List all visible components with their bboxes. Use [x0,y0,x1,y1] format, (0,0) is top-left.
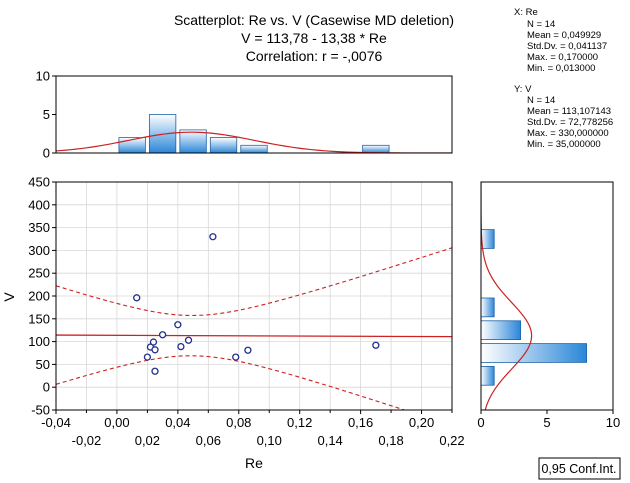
top-hist-frame [55,75,453,154]
x-tick-label-lower: 0,02 [135,433,160,448]
data-point [143,353,152,361]
y-tick-label: 0 [43,380,50,395]
stats-y-line: N = 14 [527,95,555,106]
x-tick-label-lower: 0,22 [439,433,464,448]
stats-y-line: Min. = 35,000000 [527,139,601,150]
data-point [177,342,185,351]
x-tick-label-upper: 0,12 [287,415,312,430]
x-tick-label-upper: -0,04 [41,415,71,430]
data-point [151,367,159,375]
data-point [372,341,380,349]
x-tick-label-upper: 0,04 [165,415,190,430]
stats-x-header: X: Re [514,7,538,18]
conf-int-legend-label: 0,95 Conf.Int. [541,462,616,476]
top-hist-bar [240,144,268,154]
top-hist-bar [209,137,238,154]
right-hist-bar [480,320,521,340]
stats-x-line: Max. = 0,170000 [527,52,598,63]
top-y-tick-label: 0 [43,146,50,161]
y-axis-label: V [1,292,17,302]
data-point [174,321,182,329]
stats-y: Y: V N = 14 Mean = 113,107143 Std.Dv. = … [514,84,613,150]
data-point [209,233,217,241]
right-hist-frame [480,181,614,411]
y-tick-label: 400 [28,197,50,212]
stats-y-line: Mean = 113,107143 [527,106,611,117]
y-tick-label: 300 [28,243,50,258]
regression-equation: V = 113,78 - 13,38 * Re [241,30,387,46]
data-point [158,331,167,339]
stats-x-line: Mean = 0,049929 [527,30,601,41]
data-point [232,353,240,361]
stats-x-line: N = 14 [527,19,555,30]
y-tick-label: -50 [31,403,50,418]
y-tick-label: 250 [28,266,50,281]
x-tick-label-upper: 0,20 [409,415,434,430]
y-tick-label: 50 [36,357,50,372]
conf-band-lower [56,355,407,410]
y-tick-label: 150 [28,311,50,326]
y-tick-label: 350 [28,220,50,235]
conf-band-upper [56,247,452,317]
conf-int-legend-box [538,457,621,480]
x-tick-label-upper: 0,08 [226,415,251,430]
top-hist-bar [179,129,207,154]
stats-x-line: Min. = 0,013000 [527,63,595,74]
fit-layer [56,247,452,410]
x-tick-label-lower: 0,10 [257,433,282,448]
x-tick-label-lower: 0,14 [317,433,342,448]
data-point [184,336,193,344]
right-x-tick-label: 0 [477,415,484,430]
right-x-tick-label: 5 [543,415,550,430]
x-tick-label-upper: 0,16 [348,415,373,430]
x-tick-label-lower: 0,06 [196,433,221,448]
y-tick-label: 200 [28,289,50,304]
right-histogram: 0 5 10 [477,181,620,430]
regression-line [56,334,452,338]
data-point [133,294,141,302]
y-tick-label: 100 [28,334,50,349]
stats-y-line: Std.Dv. = 72,778256 [527,117,613,128]
data-point [149,338,158,346]
data-point [151,346,159,354]
x-tick-label-lower: -0,02 [72,433,102,448]
chart-title: Scatterplot: Re vs. V (Casewise MD delet… [174,12,454,28]
x-tick-label-upper: 0,00 [104,415,129,430]
stats-x-line: Std.Dv. = 0,041137 [527,41,607,52]
right-hist-bar [480,229,495,249]
y-tick-label: 450 [28,175,50,190]
x-tick-label-lower: 0,18 [378,433,403,448]
top-y-tick-label: 5 [43,107,50,122]
right-hist-bar [480,297,495,318]
main-scatter: -50 0 50 100 150 200 250 300 350 400 450 -0,04 0,00 0… [28,175,464,449]
stats-y-line: Max. = 330,000000 [527,128,609,139]
right-x-tick-label: 10 [606,415,620,430]
stats-y-header: Y: V [514,84,532,95]
x-axis-label: Re [245,455,263,471]
top-histogram: 0 5 10 [36,69,453,161]
right-hist-bar [480,365,495,386]
data-point [244,346,252,354]
top-y-tick-label: 10 [36,69,50,84]
right-hist-bar [480,343,587,363]
stats-x: X: Re N = 14 Mean = 0,049929 Std.Dv. = 0… [514,7,607,74]
top-hist-bar [362,144,390,154]
correlation-label: Correlation: r = -,0076 [246,48,383,64]
